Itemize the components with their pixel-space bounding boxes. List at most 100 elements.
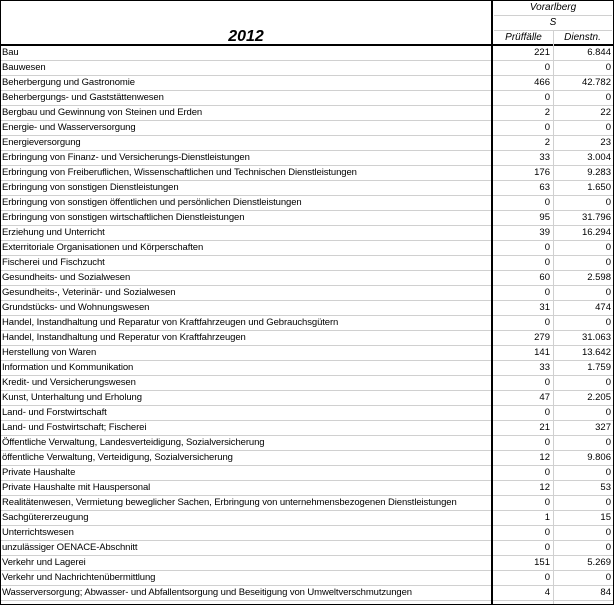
table-row: Handel, Instandhaltung und Reparatur von… <box>0 316 614 331</box>
table-row: Energie- und Wasserversorgung 0 0 <box>0 121 614 136</box>
row-label: Private Haushalte <box>2 467 76 478</box>
dienstn-value: 15 <box>600 512 611 523</box>
dienstn-value: 31.796 <box>581 212 611 223</box>
row-label: Information und Kommunikation <box>2 362 134 373</box>
row-label: Verkehr und Nachrichtenübermittlung <box>2 572 156 583</box>
dienstn-value: 22 <box>600 107 611 118</box>
table-row: Bau 221 6.844 <box>0 46 614 61</box>
prueffaelle-value: 63 <box>539 182 550 193</box>
row-label: Erbringung von Freiberuflichen, Wissensc… <box>2 167 357 178</box>
prueffaelle-value: 0 <box>544 542 550 553</box>
dienstn-value: 16.294 <box>581 227 611 238</box>
dienstn-value: 3.004 <box>587 152 611 163</box>
row-label: Öffentliche Verwaltung, Landesverteidigu… <box>2 437 265 448</box>
dienstn-value: 0 <box>605 197 611 208</box>
dienstn-value: 0 <box>605 377 611 388</box>
prueffaelle-value: 141 <box>534 347 550 358</box>
table-row: Verkehr und Nachrichtenübermittlung 0 0 <box>0 571 614 586</box>
dienstn-value: 9.806 <box>587 452 611 463</box>
table-row: Information und Kommunikation 33 1.759 <box>0 361 614 376</box>
table-row: Erbringung von Freiberuflichen, Wissensc… <box>0 166 614 181</box>
table-row: Grundstücks- und Wohnungswesen 31 474 <box>0 301 614 316</box>
prueffaelle-value: 33 <box>539 362 550 373</box>
table-row: Beherbergung und Gastronomie 466 42.782 <box>0 76 614 91</box>
row-label: Realitätenwesen, Vermietung beweglicher … <box>2 497 457 508</box>
prueffaelle-value: 33 <box>539 152 550 163</box>
prueffaelle-value: 12 <box>539 452 550 463</box>
row-label: Unterrichtswesen <box>2 527 74 538</box>
dienstn-value: 9.283 <box>587 167 611 178</box>
table-row: Beherbergungs- und Gaststättenwesen 0 0 <box>0 91 614 106</box>
dienstn-value: 2.205 <box>587 392 611 403</box>
dienstn-value: 0 <box>605 92 611 103</box>
prueffaelle-value: 0 <box>544 197 550 208</box>
prueffaelle-value: 60 <box>539 272 550 283</box>
column-divider <box>491 0 493 605</box>
dienstn-value: 0 <box>605 62 611 73</box>
prueffaelle-value: 0 <box>544 62 550 73</box>
row-label: Kredit- und Versicherungswesen <box>2 377 136 388</box>
row-label: Land- und Fostwirtschaft; Fischerei <box>2 422 147 433</box>
prueffaelle-value: 0 <box>544 317 550 328</box>
table-row: unzulässiger OENACE-Abschnitt 0 0 <box>0 541 614 556</box>
prueffaelle-value: 4 <box>544 587 550 598</box>
prueffaelle-value: 0 <box>544 572 550 583</box>
row-label: Verkehr und Lagerei <box>2 557 86 568</box>
dienstn-value: 1.759 <box>587 362 611 373</box>
dienstn-value: 84 <box>600 587 611 598</box>
prueffaelle-value: 2 <box>544 137 550 148</box>
table-header: 2012 Vorarlberg S Prüffälle Dienstn. <box>0 0 614 46</box>
table-row: Private Haushalte 0 0 <box>0 466 614 481</box>
prueffaelle-value: 2 <box>544 107 550 118</box>
table-row: Exterritoriale Organisationen und Körper… <box>0 241 614 256</box>
dienstn-value: 474 <box>595 302 611 313</box>
col-header-dienstn: Dienstn. <box>564 32 601 43</box>
table-row: Herstellung von Waren 141 13.642 <box>0 346 614 361</box>
prueffaelle-value: 0 <box>544 377 550 388</box>
prueffaelle-value: 47 <box>539 392 550 403</box>
prueffaelle-value: 0 <box>544 437 550 448</box>
dienstn-value: 0 <box>605 407 611 418</box>
prueffaelle-value: 0 <box>544 287 550 298</box>
prueffaelle-value: 1 <box>544 512 550 523</box>
row-label: Energie- und Wasserversorgung <box>2 122 136 133</box>
row-label: Land- und Forstwirtschaft <box>2 407 107 418</box>
dienstn-value: 327 <box>595 422 611 433</box>
table-row: Gesundheits-, Veterinär- und Sozialwesen… <box>0 286 614 301</box>
table-row: Sachgütererzeugung 1 15 <box>0 511 614 526</box>
table-row: Private Haushalte mit Hauspersonal 12 53 <box>0 481 614 496</box>
row-label: Gesundheits- und Sozialwesen <box>2 272 131 283</box>
column-divider <box>553 30 554 605</box>
row-label: unzulässiger OENACE-Abschnitt <box>2 542 138 553</box>
dienstn-value: 2.598 <box>587 272 611 283</box>
table-row: Energieversorgung 2 23 <box>0 136 614 151</box>
dienstn-value: 0 <box>605 242 611 253</box>
prueffaelle-value: 0 <box>544 467 550 478</box>
dienstn-value: 0 <box>605 257 611 268</box>
prueffaelle-value: 0 <box>544 242 550 253</box>
table-row: Öffentliche Verwaltung, Landesverteidigu… <box>0 436 614 451</box>
dienstn-value: 0 <box>605 497 611 508</box>
prueffaelle-value: 21 <box>539 422 550 433</box>
table-row: Erbringung von sonstigen Dienstleistunge… <box>0 181 614 196</box>
row-label: Fischerei und Fischzucht <box>2 257 105 268</box>
row-label: Erbringung von sonstigen öffentlichen un… <box>2 197 302 208</box>
prueffaelle-value: 0 <box>544 257 550 268</box>
prueffaelle-value: 151 <box>534 557 550 568</box>
table-row: Unterrichtswesen 0 0 <box>0 526 614 541</box>
row-label: Private Haushalte mit Hauspersonal <box>2 482 151 493</box>
dienstn-value: 0 <box>605 317 611 328</box>
prueffaelle-value: 279 <box>534 332 550 343</box>
dienstn-value: 13.642 <box>581 347 611 358</box>
prueffaelle-value: 39 <box>539 227 550 238</box>
region-header: Vorarlberg <box>494 0 612 16</box>
prueffaelle-value: 0 <box>544 497 550 508</box>
prueffaelle-value: 0 <box>544 92 550 103</box>
table-row: Fischerei und Fischzucht 0 0 <box>0 256 614 271</box>
row-label: Erbringung von Finanz- und Versicherungs… <box>2 152 250 163</box>
row-label: Bergbau und Gewinnung von Steinen und Er… <box>2 107 203 118</box>
dienstn-value: 23 <box>600 137 611 148</box>
dienstn-value: 0 <box>605 572 611 583</box>
table-row: Kunst, Unterhaltung und Erholung 47 2.205 <box>0 391 614 406</box>
row-label: Erziehung und Unterricht <box>2 227 105 238</box>
